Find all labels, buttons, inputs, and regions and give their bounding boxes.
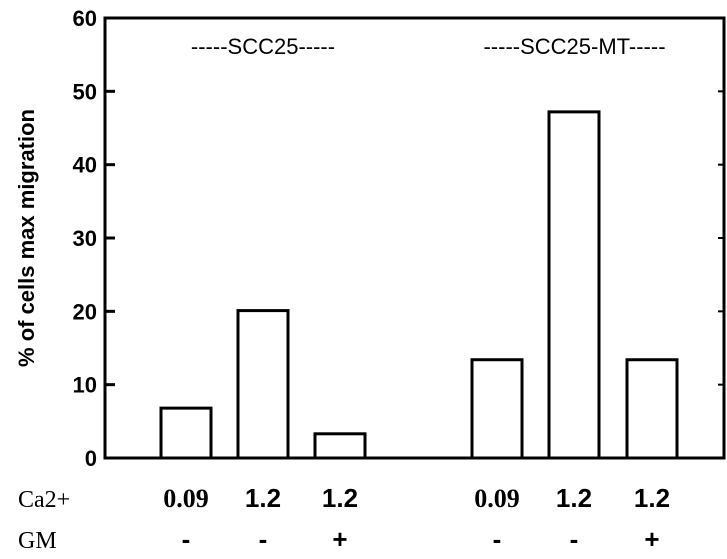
- y-tick-label: 20: [73, 299, 97, 324]
- y-axis-ticks: 0 10 20 30 40 50 60: [73, 6, 724, 471]
- ca-value: 1.2: [322, 483, 358, 513]
- bar: [236, 309, 290, 460]
- condition-table: Ca2+ GM 0.09 - 1.2 - 1.2 +0.09 - 1.2 - 1.2 +: [18, 483, 670, 554]
- bar: [625, 358, 679, 460]
- group-label: -----SCC25-----: [191, 34, 335, 59]
- ca-row-label: Ca2+: [18, 487, 70, 513]
- gm-row-label: GM: [18, 528, 57, 554]
- ca-value: 1.2: [556, 483, 592, 513]
- bar: [159, 406, 213, 460]
- ca-value: 0.09: [163, 484, 209, 513]
- bar: [313, 432, 367, 460]
- y-tick-label: 50: [73, 79, 97, 104]
- ca-value: 1.2: [634, 483, 670, 513]
- gm-value: +: [644, 524, 659, 554]
- y-tick-label: 30: [73, 226, 97, 251]
- y-tick-label: 40: [73, 153, 97, 178]
- gm-value: -: [259, 524, 268, 554]
- ca-value: 0.09: [474, 484, 520, 513]
- bar: [547, 110, 601, 460]
- group-label: -----SCC25-MT-----: [483, 34, 665, 59]
- y-tick-label: 60: [73, 6, 97, 31]
- gm-value: -: [182, 524, 191, 554]
- gm-value: -: [570, 524, 579, 554]
- y-axis-label: % of cells max migration: [14, 109, 39, 367]
- y-tick-label: 10: [73, 373, 97, 398]
- gm-value: +: [332, 524, 347, 554]
- bars: [159, 110, 679, 460]
- y-tick-label: 0: [85, 446, 97, 471]
- bar: [470, 358, 524, 460]
- ca-value: 1.2: [245, 483, 281, 513]
- group-labels: -----SCC25----- -----SCC25-MT-----: [191, 34, 666, 59]
- gm-value: -: [493, 524, 502, 554]
